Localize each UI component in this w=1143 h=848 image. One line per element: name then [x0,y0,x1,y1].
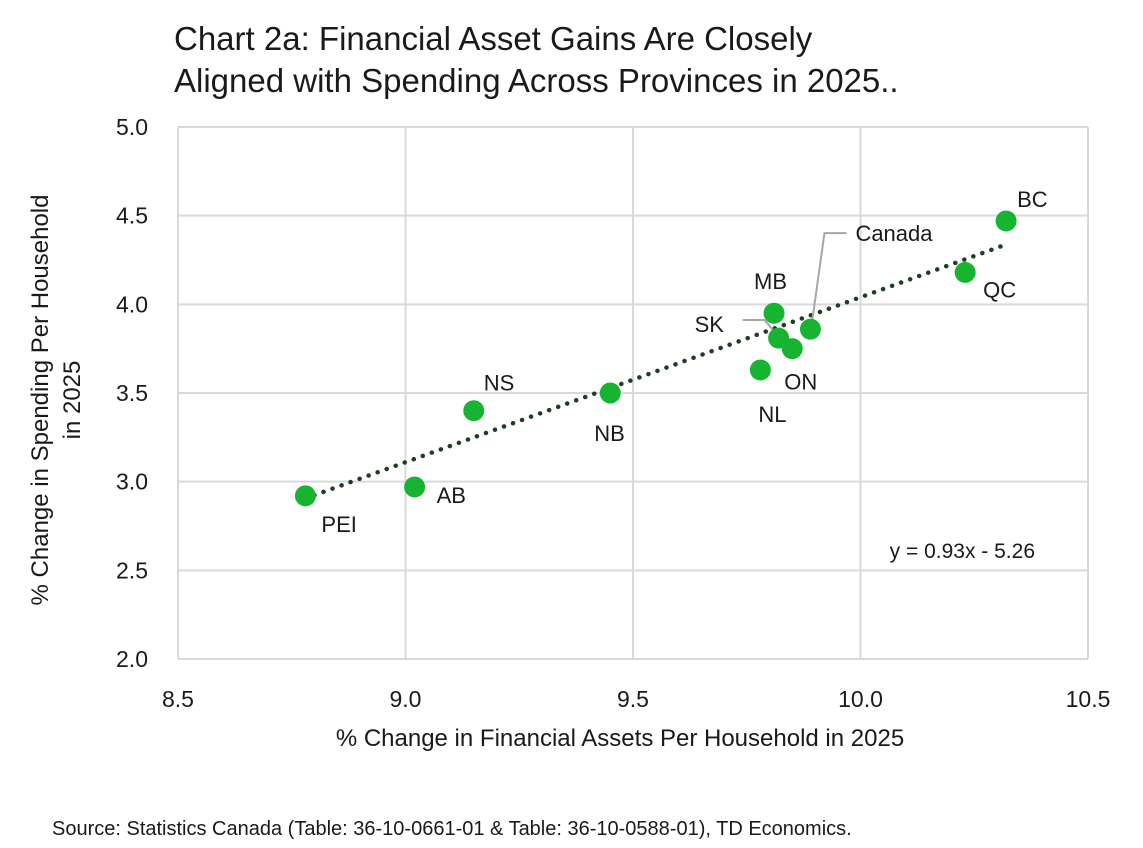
data-point-pei [294,485,316,507]
point-label-canada: Canada [855,221,933,246]
chart-title-line-2: Aligned with Spending Across Provinces i… [174,62,899,99]
y-tick-label: 5.0 [116,114,148,140]
data-point-ab [404,476,426,498]
point-label-nb: NB [594,421,625,446]
point-label-ns: NS [484,371,515,396]
point-labels: PEI AB NS NB NL MB SK ON Canada QC BC [321,187,1047,537]
grid-layer [177,126,1089,660]
data-point-bc [995,210,1017,232]
chart-title: Chart 2a: Financial Asset Gains Are Clos… [174,18,899,102]
leader-line-canada [811,232,847,320]
x-tick-label: 8.5 [162,686,194,712]
y-axis-label-line-1: % Change in Spending Per Household [27,195,54,606]
y-tick-label: 3.0 [116,469,148,495]
data-points [294,210,1017,507]
point-label-sk: SK [695,312,725,337]
source-note: Source: Statistics Canada (Table: 36-10-… [52,818,852,840]
y-axis-label-line-2: in 2025 [59,361,86,440]
point-label-nl: NL [758,402,786,427]
point-label-bc: BC [1017,187,1048,212]
y-tick-label: 2.0 [116,646,148,672]
data-point-qc [954,261,976,283]
y-tick-label: 3.5 [116,380,148,406]
leader-lines [742,232,847,333]
trendline [303,242,1009,501]
y-tick-label: 2.5 [116,557,148,583]
x-tick-label: 10.0 [838,686,883,712]
point-label-qc: QC [983,277,1016,302]
y-tick-label: 4.5 [116,203,148,229]
data-point-on [781,338,803,360]
point-label-on: ON [784,370,817,395]
data-point-nb [599,382,621,404]
y-tick-label: 4.0 [116,291,148,317]
point-label-mb: MB [754,269,787,294]
data-point-mb [763,302,785,324]
point-label-pei: PEI [321,512,356,537]
x-tick-label: 10.5 [1066,686,1111,712]
trendline-layer [303,242,1009,501]
trendline-equation: y = 0.93x - 5.26 [890,540,1035,563]
x-tick-label: 9.5 [617,686,649,712]
data-point-canada [799,318,821,340]
y-axis-label: % Change in Spending Per Household in 20… [27,195,86,606]
data-point-nl [749,359,771,381]
point-label-ab: AB [437,483,466,508]
x-axis-label: % Change in Financial Assets Per Househo… [336,725,904,752]
tick-labels: 2.0 2.5 3.0 3.5 4.0 4.5 5.0 8.5 9.0 9.5 10.0 10.5 [116,114,1110,712]
chart-title-line-1: Chart 2a: Financial Asset Gains Are Clos… [174,20,813,57]
data-point-ns [463,400,485,422]
leader-line-sk [742,319,776,333]
x-tick-label: 9.0 [390,686,422,712]
